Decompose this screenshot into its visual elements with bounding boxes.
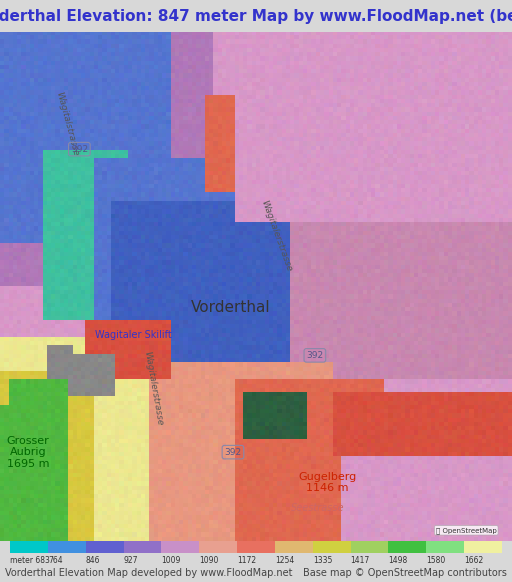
Text: Wagitalstrasse: Wagitalstrasse	[54, 91, 79, 157]
Bar	[313, 541, 351, 553]
Bar	[86, 541, 123, 553]
Text: 392: 392	[224, 448, 242, 457]
Text: Seestrasse: Seestrasse	[291, 503, 344, 513]
Text: 392: 392	[306, 351, 324, 360]
Text: Wagitaler Skilift: Wagitaler Skilift	[95, 330, 172, 340]
Text: 1335: 1335	[313, 556, 332, 565]
Bar	[237, 541, 275, 553]
Bar	[389, 541, 426, 553]
Text: Vorderthal Elevation Map developed by www.FloodMap.net: Vorderthal Elevation Map developed by ww…	[5, 568, 293, 579]
Text: 927: 927	[123, 556, 138, 565]
Text: 1662: 1662	[464, 556, 483, 565]
Text: Wagitalerstrasse: Wagitalerstrasse	[143, 350, 164, 427]
Bar	[10, 541, 48, 553]
Bar	[464, 541, 502, 553]
Text: Vorderthal Elevation: 847 meter Map by www.FloodMap.net (beta): Vorderthal Elevation: 847 meter Map by w…	[0, 9, 512, 23]
Text: Grosser
Aubrig
1695 m: Grosser Aubrig 1695 m	[7, 435, 50, 469]
Text: 1254: 1254	[275, 556, 294, 565]
Bar	[123, 541, 161, 553]
Bar	[161, 541, 199, 553]
Bar	[426, 541, 464, 553]
Text: Gugelberg
1146 m: Gugelberg 1146 m	[298, 472, 357, 494]
Text: 1580: 1580	[426, 556, 445, 565]
Text: 1172: 1172	[237, 556, 256, 565]
Text: Wagitalerstrasse: Wagitalerstrasse	[260, 199, 293, 272]
Text: meter 683: meter 683	[10, 556, 50, 565]
Text: 🔍 OpenStreetMap: 🔍 OpenStreetMap	[436, 527, 497, 534]
Text: 846: 846	[86, 556, 100, 565]
Bar	[351, 541, 389, 553]
Text: Vorderthal: Vorderthal	[190, 300, 270, 314]
Text: 1009: 1009	[161, 556, 181, 565]
Bar	[275, 541, 313, 553]
Text: 764: 764	[48, 556, 62, 565]
Text: Base map © OpenStreetMap contributors: Base map © OpenStreetMap contributors	[303, 568, 507, 579]
Text: 1090: 1090	[199, 556, 219, 565]
Bar	[199, 541, 237, 553]
Text: 392: 392	[71, 145, 88, 154]
Bar	[48, 541, 86, 553]
Text: 1498: 1498	[389, 556, 408, 565]
Text: 1417: 1417	[351, 556, 370, 565]
